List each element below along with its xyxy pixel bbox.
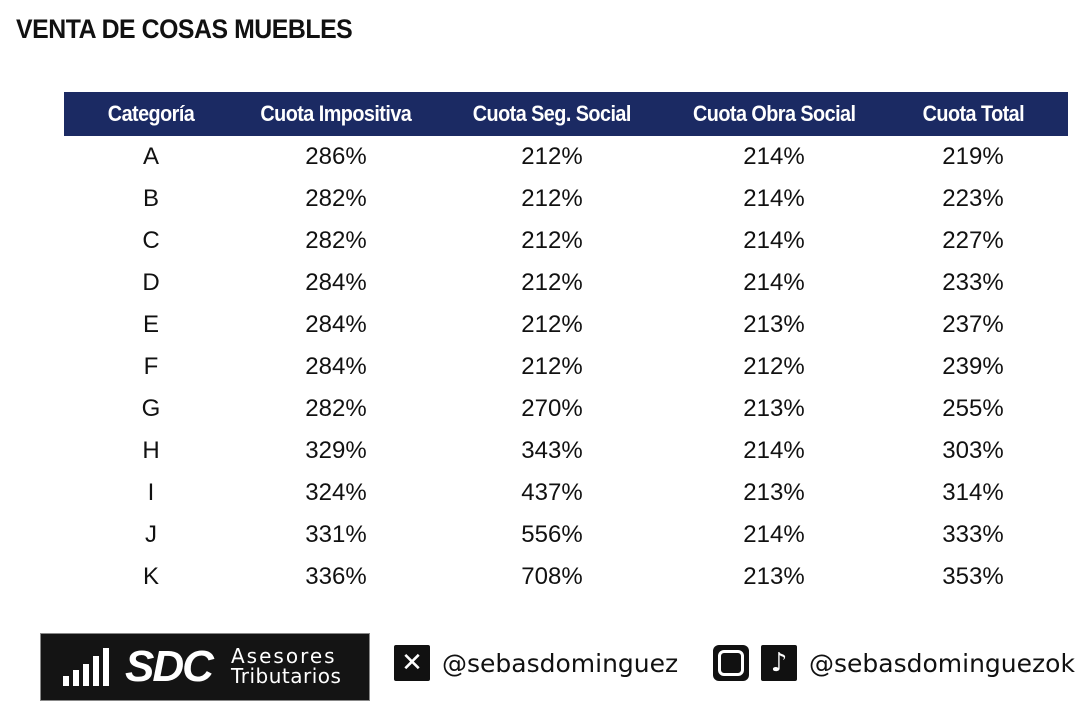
rate-cell: 556%: [521, 521, 583, 548]
category-cell: F: [143, 353, 159, 380]
rate-cell: 219%: [942, 143, 1004, 170]
table-row: D 284% 212% 214% 233%: [64, 262, 1068, 304]
rate-cell: 212%: [521, 143, 583, 170]
rate-cell: 214%: [743, 437, 805, 464]
logo-mark: SDC: [125, 642, 214, 691]
rate-cell: 213%: [743, 479, 805, 506]
rate-cell: 214%: [743, 521, 805, 548]
category-cell: D: [142, 269, 160, 296]
rate-cell: 336%: [305, 563, 367, 590]
rate-cell: 239%: [942, 353, 1004, 380]
ig-tiktok-social-link[interactable]: ♪ @sebasdominguezok: [713, 645, 1075, 681]
rate-cell: 282%: [305, 185, 367, 212]
table-row: E 284% 212% 213% 237%: [64, 304, 1068, 346]
rate-cell: 212%: [521, 353, 583, 380]
rate-cell: 214%: [743, 227, 805, 254]
category-cell: H: [142, 437, 160, 464]
page-title: VENTA DE COSAS MUEBLES: [16, 14, 353, 44]
rate-cell: 255%: [942, 395, 1004, 422]
rate-cell: 212%: [743, 353, 805, 380]
rate-cell: 223%: [942, 185, 1004, 212]
rate-cell: 212%: [521, 269, 583, 296]
rate-cell: 213%: [743, 563, 805, 590]
sdc-logo: SDC Asesores Tributarios: [40, 633, 370, 701]
rate-cell: 343%: [521, 437, 583, 464]
rate-cell: 214%: [743, 269, 805, 296]
table-row: G 282% 270% 213% 255%: [64, 388, 1068, 430]
table-row: F 284% 212% 212% 239%: [64, 346, 1068, 388]
column-header: Cuota Impositiva: [238, 92, 434, 136]
column-header: Cuota Total: [878, 92, 1068, 136]
rate-cell: 708%: [521, 563, 583, 590]
table-row: I 324% 437% 213% 314%: [64, 472, 1068, 514]
column-header: Categoría: [64, 92, 238, 136]
rate-cell: 286%: [305, 143, 367, 170]
rate-cell: 233%: [942, 269, 1004, 296]
column-header-label: Categoría: [107, 101, 195, 126]
table-row: K 336% 708% 213% 353%: [64, 556, 1068, 598]
category-cell: I: [147, 479, 155, 506]
rate-cell: 214%: [743, 185, 805, 212]
table-row: B 282% 212% 214% 223%: [64, 178, 1068, 220]
rate-cell: 212%: [521, 185, 583, 212]
column-header: Cuota Seg. Social: [434, 92, 670, 136]
table-header: Categoría Cuota Impositiva Cuota Seg. Soci…: [64, 92, 1068, 136]
ig-tiktok-handle: @sebasdominguezok: [809, 648, 1075, 678]
rate-cell: 270%: [521, 395, 583, 422]
rate-cell: 284%: [305, 269, 367, 296]
rate-cell: 284%: [305, 353, 367, 380]
x-logo-icon: ✕: [394, 645, 430, 681]
category-cell: C: [142, 227, 160, 254]
instagram-icon: [713, 645, 749, 681]
rate-cell: 353%: [942, 563, 1004, 590]
rate-cell: 212%: [521, 227, 583, 254]
rate-cell: 333%: [942, 521, 1004, 548]
table-row: J 331% 556% 214% 333%: [64, 514, 1068, 556]
signal-bars-icon: [63, 648, 109, 686]
rate-cell: 213%: [743, 311, 805, 338]
rate-cell: 282%: [305, 395, 367, 422]
table-row: A 286% 212% 214% 219%: [64, 136, 1068, 178]
category-cell: A: [142, 143, 159, 170]
logo-line-1: Asesores: [231, 644, 337, 668]
rate-cell: 331%: [305, 521, 367, 548]
logo-line-2: Tributarios: [231, 664, 342, 688]
column-header-label: Cuota Impositiva: [260, 101, 412, 126]
rate-cell: 329%: [305, 437, 367, 464]
rate-cell: 214%: [743, 143, 805, 170]
rates-table: Categoría Cuota Impositiva Cuota Seg. Soci…: [64, 92, 1068, 598]
logo-subtitle: Asesores Tributarios: [231, 646, 341, 686]
category-cell: B: [142, 185, 159, 212]
rate-cell: 437%: [521, 479, 583, 506]
rate-cell: 213%: [743, 395, 805, 422]
table-body: A 286% 212% 214% 219% B 282% 212% 214% 223% C 282% 2…: [64, 136, 1068, 598]
rate-cell: 314%: [942, 479, 1004, 506]
rate-cell: 237%: [942, 311, 1004, 338]
rate-cell: 324%: [305, 479, 367, 506]
column-header-label: Cuota Obra Social: [692, 101, 856, 126]
rate-cell: 227%: [942, 227, 1004, 254]
table-row: H 329% 343% 214% 303%: [64, 430, 1068, 472]
category-cell: G: [141, 395, 161, 422]
category-cell: E: [142, 311, 159, 338]
category-cell: K: [142, 563, 159, 590]
rate-cell: 303%: [942, 437, 1004, 464]
rate-cell: 282%: [305, 227, 367, 254]
column-header: Cuota Obra Social: [670, 92, 878, 136]
category-cell: J: [145, 521, 157, 548]
rate-cell: 212%: [521, 311, 583, 338]
rate-cell: 284%: [305, 311, 367, 338]
column-header-label: Cuota Total: [922, 101, 1024, 126]
x-social-link[interactable]: ✕ @sebasdominguez: [394, 645, 678, 681]
x-handle: @sebasdominguez: [442, 648, 679, 678]
table-row: C 282% 212% 214% 227%: [64, 220, 1068, 262]
tiktok-icon: ♪: [761, 645, 797, 681]
column-header-label: Cuota Seg. Social: [472, 101, 632, 126]
